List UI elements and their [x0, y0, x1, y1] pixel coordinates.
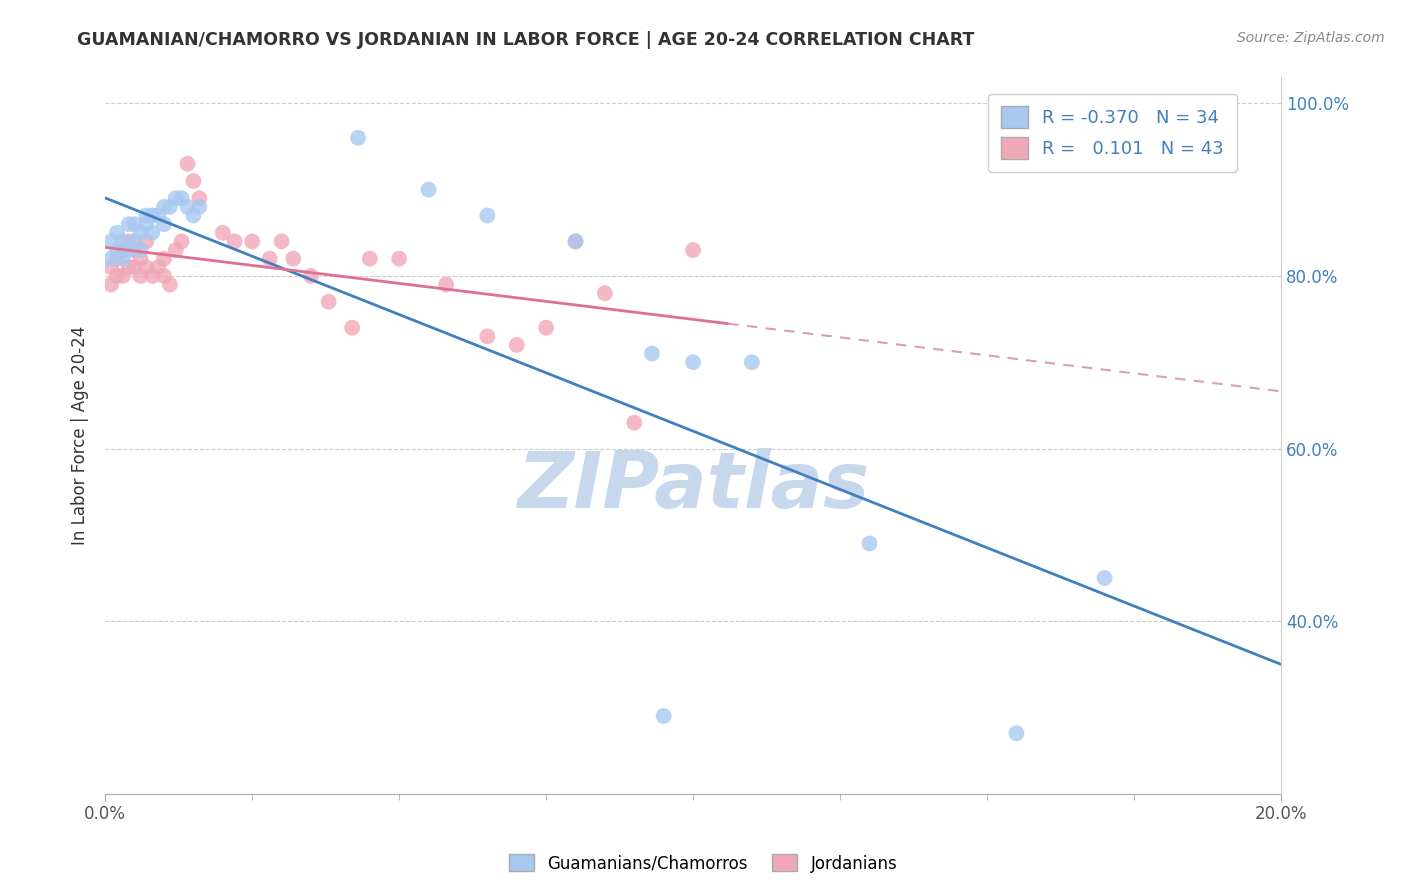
Point — [100, 252, 122, 266]
Point — [105, 268, 128, 283]
Point — [224, 235, 246, 249]
Point — [135, 209, 157, 223]
Point — [111, 252, 134, 266]
Point — [283, 252, 305, 266]
Point — [153, 268, 176, 283]
Point — [176, 200, 198, 214]
Point — [111, 268, 134, 283]
Point — [623, 416, 645, 430]
Point — [135, 217, 157, 231]
Point — [100, 260, 122, 275]
Point — [141, 268, 163, 283]
Point — [153, 217, 176, 231]
Point — [105, 243, 128, 257]
Point — [299, 268, 322, 283]
Point — [359, 252, 381, 266]
Legend: Guamanians/Chamorros, Jordanians: Guamanians/Chamorros, Jordanians — [502, 847, 904, 880]
Point — [641, 346, 664, 360]
Point — [534, 320, 557, 334]
Point — [118, 243, 141, 257]
Point — [146, 260, 169, 275]
Text: ZIPatlas: ZIPatlas — [517, 448, 869, 524]
Point — [111, 243, 134, 257]
Point — [858, 536, 880, 550]
Point — [593, 286, 616, 301]
Point — [129, 243, 152, 257]
Point — [652, 709, 675, 723]
Y-axis label: In Labor Force | Age 20-24: In Labor Force | Age 20-24 — [72, 326, 89, 545]
Point — [1094, 571, 1116, 585]
Point — [259, 252, 281, 266]
Point — [124, 260, 146, 275]
Point — [111, 235, 134, 249]
Point — [741, 355, 763, 369]
Point — [270, 235, 292, 249]
Text: Source: ZipAtlas.com: Source: ZipAtlas.com — [1237, 31, 1385, 45]
Point — [165, 191, 187, 205]
Point — [418, 183, 440, 197]
Point — [347, 131, 370, 145]
Text: GUAMANIAN/CHAMORRO VS JORDANIAN IN LABOR FORCE | AGE 20-24 CORRELATION CHART: GUAMANIAN/CHAMORRO VS JORDANIAN IN LABOR… — [77, 31, 974, 49]
Point — [105, 252, 128, 266]
Point — [129, 268, 152, 283]
Point — [434, 277, 457, 292]
Point — [682, 355, 704, 369]
Point — [141, 226, 163, 240]
Point — [129, 252, 152, 266]
Point — [388, 252, 411, 266]
Point — [183, 174, 205, 188]
Point — [170, 235, 193, 249]
Point — [135, 260, 157, 275]
Point — [170, 191, 193, 205]
Point — [318, 294, 340, 309]
Point — [100, 235, 122, 249]
Point — [165, 243, 187, 257]
Point — [159, 200, 181, 214]
Point — [100, 277, 122, 292]
Point — [477, 209, 499, 223]
Point — [477, 329, 499, 343]
Point — [176, 157, 198, 171]
Point — [682, 243, 704, 257]
Point — [118, 235, 141, 249]
Point — [564, 235, 586, 249]
Point — [124, 217, 146, 231]
Point — [118, 260, 141, 275]
Point — [564, 235, 586, 249]
Point — [105, 226, 128, 240]
Point — [188, 191, 211, 205]
Point — [240, 235, 263, 249]
Point — [1005, 726, 1028, 740]
Point — [124, 243, 146, 257]
Point — [183, 209, 205, 223]
Point — [146, 209, 169, 223]
Point — [211, 226, 233, 240]
Point — [135, 235, 157, 249]
Point — [153, 200, 176, 214]
Point — [124, 235, 146, 249]
Point — [340, 320, 363, 334]
Point — [129, 226, 152, 240]
Point — [506, 338, 529, 352]
Point — [118, 217, 141, 231]
Legend: R = -0.370   N = 34, R =   0.101   N = 43: R = -0.370 N = 34, R = 0.101 N = 43 — [988, 94, 1237, 172]
Point — [153, 252, 176, 266]
Point — [141, 209, 163, 223]
Point — [159, 277, 181, 292]
Point — [188, 200, 211, 214]
